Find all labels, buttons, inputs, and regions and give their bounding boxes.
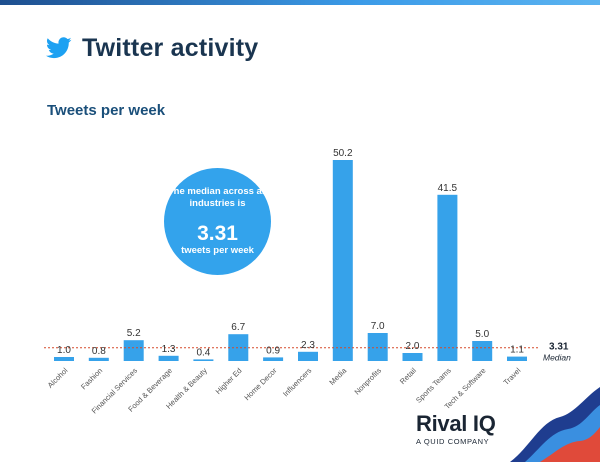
brand-tagline: A QUID COMPANY [416,437,490,446]
bar-value-label: 0.9 [266,345,280,356]
bar-value-label: 0.4 [196,347,210,358]
bar-tech-software [472,341,493,361]
bar-alcohol [54,357,74,361]
bar-fashion [88,357,109,361]
bar-retail [402,353,423,361]
bar-influencers [298,351,318,361]
bar-value-label: 5.2 [127,328,141,339]
bar-value-label: 0.8 [92,346,106,357]
page-title: Twitter activity [82,33,259,62]
bar-financial-services [123,340,144,361]
bar-value-label: 1.1 [510,345,524,356]
category-label: Influencers [281,366,313,398]
category-label: Fashion [79,366,104,391]
category-label: Media [327,365,348,386]
bar-value-label: 5.0 [475,329,489,340]
bar-value-label: 2.3 [301,340,315,351]
callout-line1: The median across all industries is [167,186,268,209]
chart-subtitle: Tweets per week [47,102,166,119]
rival-iq-logo: Rival IQ A QUID COMPANY [416,411,496,447]
bar-value-label: 41.5 [438,183,458,194]
median-callout: The median across all industries is 3.31… [164,168,271,275]
bar-value-label: 50.2 [333,148,353,159]
bar-home-decor [263,357,284,361]
category-label: Higher Ed [214,366,244,396]
bar-value-label: 6.7 [231,322,245,333]
category-label: Travel [502,366,523,387]
bar-higher-ed [228,334,249,361]
bar-travel [507,356,527,361]
bar-media [332,160,353,361]
category-label: Alcohol [46,366,70,390]
median-text-label: Median [543,353,571,363]
title-row: Twitter activity [46,33,258,63]
category-label: Nonprofits [353,366,384,397]
brand-name: Rival IQ [416,411,496,436]
bar-value-label: 7.0 [371,321,385,332]
median-value-label: 3.31 [549,342,569,353]
bar-sports-teams [437,194,458,361]
twitter-bird-icon [46,37,72,59]
bar-value-label: 2.0 [406,341,420,352]
top-accent-bar [0,0,600,5]
bar-value-label: 1.0 [57,345,71,356]
bar-nonprofits [367,333,388,361]
callout-line2: tweets per week [181,245,254,256]
category-label: Retail [398,366,418,386]
category-label: Home Decor [242,366,278,402]
bar-food-beverage [158,355,179,361]
bar-health-beauty [193,359,214,361]
bar-value-label: 1.3 [162,344,176,355]
decorative-waves [510,387,600,462]
callout-value: 3.31 [197,222,238,245]
